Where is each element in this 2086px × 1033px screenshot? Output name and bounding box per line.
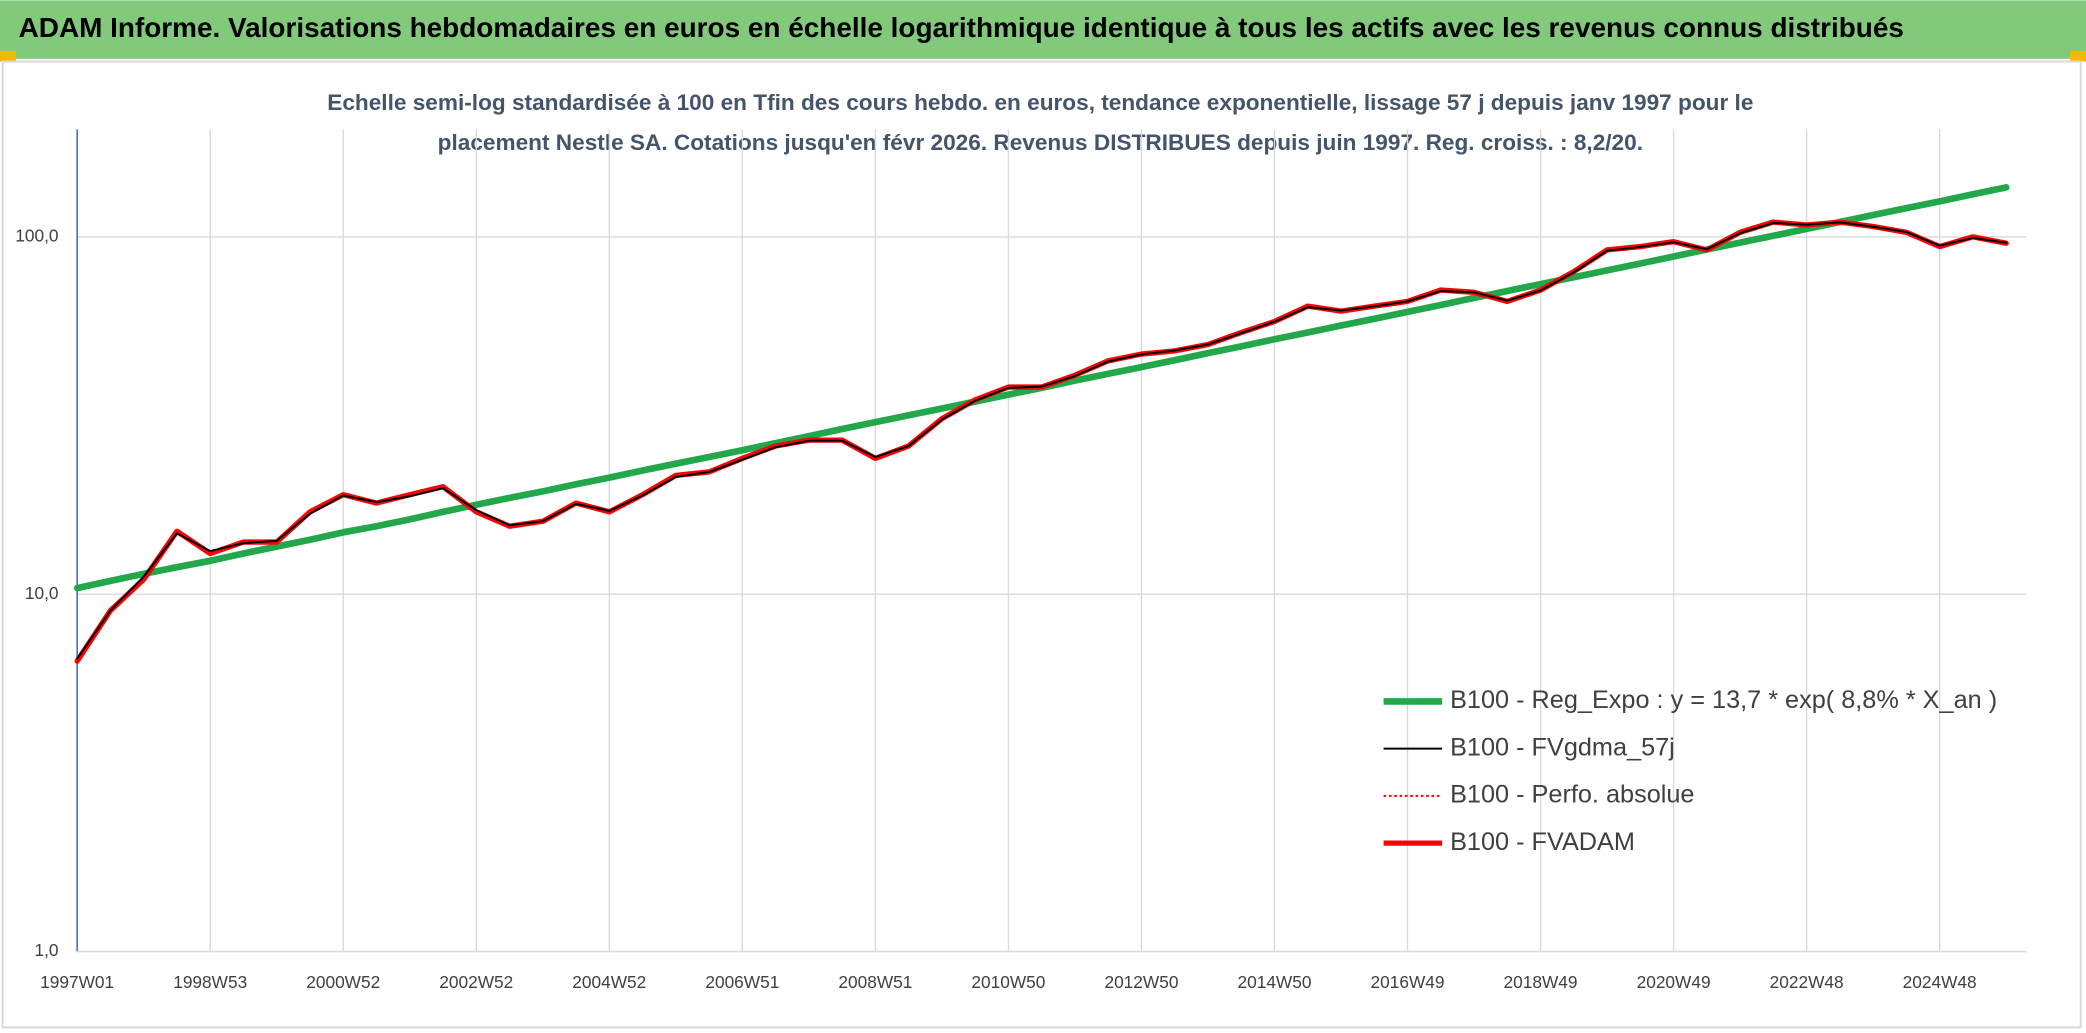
x-tick-label: 2016W49 — [1371, 972, 1445, 992]
x-tick-label: 2006W51 — [705, 972, 779, 992]
y-tick-label: 1,0 — [35, 940, 59, 960]
x-tick-label: 2000W52 — [306, 972, 380, 992]
x-tick-label: 1997W01 — [40, 972, 114, 992]
x-tick-label: 2012W50 — [1104, 972, 1178, 992]
x-tick-label: 2002W52 — [439, 972, 513, 992]
x-tick-label: 2014W50 — [1237, 972, 1311, 992]
x-tick-label: 2018W49 — [1504, 972, 1578, 992]
chart-subtitle: placement Nestle SA. Cotations jusqu'en … — [438, 130, 1643, 155]
chart-frame — [1, 60, 2082, 1029]
x-tick-label: 1998W53 — [173, 972, 247, 992]
y-tick-label: 100,0 — [15, 225, 58, 245]
legend-label: B100 - FVADAM — [1450, 828, 1635, 856]
y-tick-label: 10,0 — [25, 583, 59, 603]
legend-label: B100 - Reg_Expo : y = 13,7 * exp( 8,8% *… — [1450, 686, 1997, 714]
legend-label: B100 - Perfo. absolue — [1450, 781, 1694, 809]
x-tick-label: 2008W51 — [838, 972, 912, 992]
chart-subtitle: Echelle semi-log standardisée à 100 en T… — [327, 90, 1753, 115]
header-banner — [0, 0, 2086, 59]
page-title: ADAM Informe. Valorisations hebdomadaire… — [19, 12, 1904, 43]
x-tick-label: 2004W52 — [572, 972, 646, 992]
legend-label: B100 - FVgdma_57j — [1450, 733, 1675, 761]
x-tick-label: 2010W50 — [971, 972, 1045, 992]
x-tick-label: 2024W48 — [1903, 972, 1977, 992]
corner-mark — [0, 50, 16, 62]
series-line — [76, 221, 2008, 660]
corner-mark — [2070, 50, 2086, 62]
x-tick-label: 2022W48 — [1770, 972, 1844, 992]
x-tick-label: 2020W49 — [1637, 972, 1711, 992]
